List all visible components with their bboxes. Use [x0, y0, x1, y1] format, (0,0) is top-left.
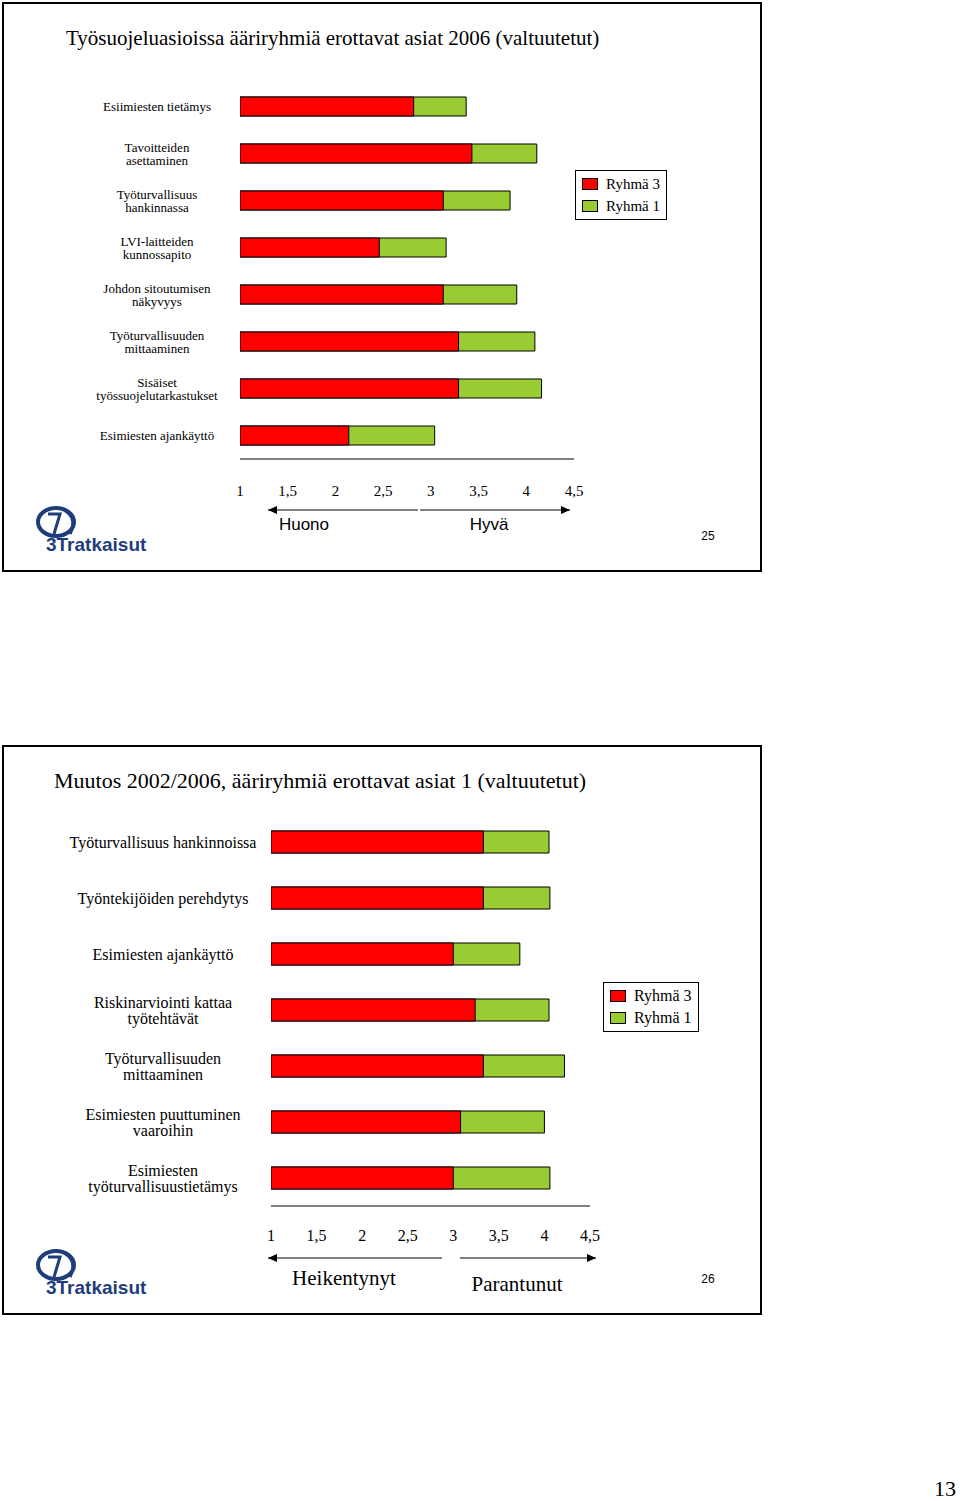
svg-text:26: 26 — [701, 1272, 715, 1286]
html-text:Ryhmä 1: Ryhmä 1 — [606, 198, 660, 214]
svg-text:Huono: Huono — [279, 515, 329, 534]
svg-text:Heikentynyt: Heikentynyt — [292, 1266, 396, 1290]
svg-text:Esimiestentyöturvallisuustietä: Esimiestentyöturvallisuustietämys — [88, 1162, 237, 1196]
svg-text:Sisäisettyössuojelutarkastukse: Sisäisettyössuojelutarkastukset — [96, 375, 218, 403]
html-text:Ryhmä 1: Ryhmä 1 — [634, 1009, 692, 1026]
svg-text:Työntekijöiden perehdytys: Työntekijöiden perehdytys — [78, 890, 249, 908]
svg-text:1,5: 1,5 — [278, 483, 297, 499]
svg-text:LVI-laitteidenkunnossapito: LVI-laitteidenkunnossapito — [120, 234, 194, 262]
svg-text:3,5: 3,5 — [469, 483, 488, 499]
html-text:3Tratkaisut: 3Tratkaisut — [46, 1277, 147, 1298]
svg-text:2,5: 2,5 — [398, 1227, 418, 1244]
html-text:13: 13 — [934, 1476, 956, 1501]
svg-text:1,5: 1,5 — [307, 1227, 327, 1244]
svg-text:Parantunut: Parantunut — [472, 1272, 563, 1296]
svg-text:Hyvä: Hyvä — [470, 515, 509, 534]
svg-text:Esimiesten puuttuminenvaaroihi: Esimiesten puuttuminenvaaroihin — [85, 1106, 240, 1139]
svg-text:Työturvallisuus hankinnoissa: Työturvallisuus hankinnoissa — [70, 834, 257, 852]
svg-text:Esimiesten ajankäyttö: Esimiesten ajankäyttö — [93, 946, 234, 964]
svg-text:Johdon sitoutumisennäkyvyys: Johdon sitoutumisennäkyvyys — [103, 281, 211, 309]
svg-text:3: 3 — [427, 483, 435, 499]
svg-text:4: 4 — [540, 1227, 548, 1244]
svg-text:3: 3 — [449, 1227, 457, 1244]
svg-text:25: 25 — [701, 529, 715, 543]
html-text:Ryhmä 3: Ryhmä 3 — [634, 987, 692, 1004]
svg-text:Työturvallisuudenmittaaminen: Työturvallisuudenmittaaminen — [105, 1050, 221, 1083]
svg-text:Esiimiesten tietämys: Esiimiesten tietämys — [103, 99, 211, 114]
svg-text:4,5: 4,5 — [565, 483, 584, 499]
svg-text:3,5: 3,5 — [489, 1227, 509, 1244]
svg-text:Tavoitteidenasettaminen: Tavoitteidenasettaminen — [125, 140, 190, 168]
svg-text:Työturvallisuushankinnassa: Työturvallisuushankinnassa — [117, 187, 198, 215]
html-text:Ryhmä 3: Ryhmä 3 — [606, 176, 660, 192]
html-text:3Tratkaisut: 3Tratkaisut — [46, 534, 147, 555]
svg-text:4,5: 4,5 — [580, 1227, 600, 1244]
svg-text:2,5: 2,5 — [374, 483, 393, 499]
svg-text:Esimiesten ajankäyttö: Esimiesten ajankäyttö — [100, 428, 214, 443]
svg-text:1: 1 — [236, 483, 244, 499]
svg-text:2: 2 — [332, 483, 340, 499]
html-text:Työsuojeluasioissa ääriryhmiä: Työsuojeluasioissa ääriryhmiä erottavat … — [66, 26, 600, 50]
html-text:Muutos 2002/2006, ääriryhmiä e: Muutos 2002/2006, ääriryhmiä erottavat a… — [54, 768, 587, 793]
svg-text:4: 4 — [523, 483, 531, 499]
svg-text:2: 2 — [358, 1227, 366, 1244]
svg-text:1: 1 — [267, 1227, 275, 1244]
svg-text:Työturvallisuudenmittaaminen: Työturvallisuudenmittaaminen — [110, 328, 205, 356]
svg-text:Riskinarviointi kattaatyötehtä: Riskinarviointi kattaatyötehtävät — [94, 994, 232, 1028]
